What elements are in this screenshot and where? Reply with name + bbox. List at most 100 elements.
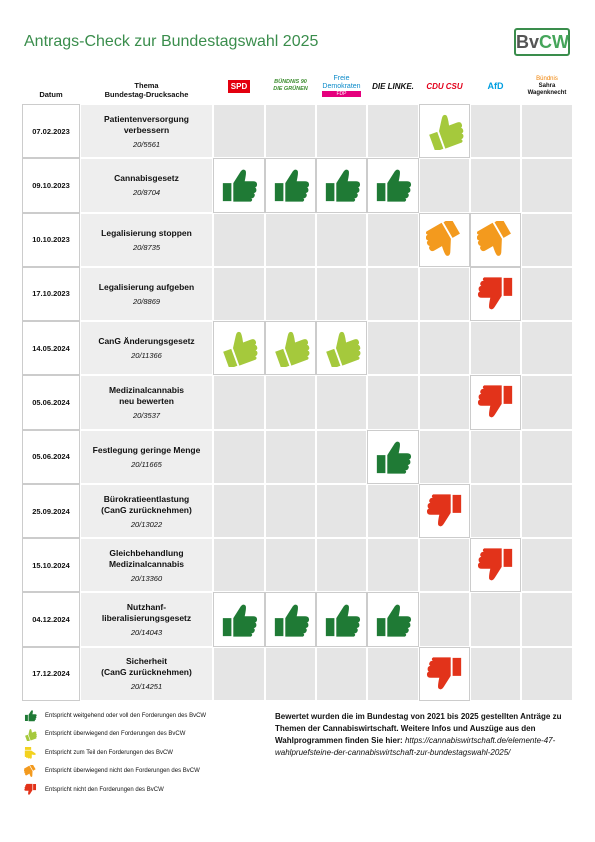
date-cell: 25.09.2024 [22,483,80,539]
rating-cell [265,158,316,213]
date-cell: 17.10.2023 [22,266,80,322]
date-cell: 05.06.2024 [22,375,80,430]
thumb-shape [274,170,309,203]
rating-cell [265,646,316,701]
rating-cell [367,104,419,159]
rating-cell [213,483,265,539]
rating-cell [213,429,265,484]
rating-cell [265,538,316,593]
thumb-shape [476,220,511,256]
thumb-shape [24,710,37,722]
rating-cell [470,104,521,159]
thumb-icon [222,170,258,203]
topic-cell: Gleichbehandlung Medizinalcannabis 20/1336… [80,538,213,593]
rating-cell [265,321,316,376]
note: Bewertet wurden die im Bundestag von 202… [275,711,575,759]
document-number: 20/8704 [132,188,161,198]
topic: Bürokratieentlastung [103,493,190,504]
thumb-icon [325,332,360,368]
rating-cell [316,429,367,484]
rating-cell [367,321,419,376]
rating-cell [265,375,316,430]
thumb-shape [274,604,309,637]
thumb-shape [425,220,460,256]
rating-cell [470,646,521,701]
thumb-icon [376,604,412,637]
date-cell: 10.10.2023 [22,212,80,267]
date: 07.02.2023 [32,126,70,136]
document-number: 20/14251 [130,682,163,692]
rating-cell [521,266,573,322]
thumb-icon [274,170,309,203]
rating-cell [213,158,265,213]
party-cell: CDU CSU [419,68,470,104]
date-cell: 14.05.2024 [22,321,80,376]
thumb-icon [24,746,36,759]
logo-part: CW [539,32,570,52]
rating-cell [367,158,419,213]
rating-cell [213,646,265,701]
topic-cell: Sicherheit (CanG zurücknehmen) 20/14251 [80,646,213,701]
rating-cell [470,483,521,539]
thumb-shape [24,764,36,777]
thumb-icon [274,332,309,368]
document-number: 20/14043 [130,628,163,638]
thumb-icon [376,441,412,474]
rating-cell [521,592,573,647]
legend-text: Entspricht zum Teil den Forderungen des … [45,749,173,756]
rating-cell [213,375,265,430]
rating-cell [265,266,316,322]
rating-cell [316,538,367,593]
rating-cell [213,266,265,322]
rating-cell [419,104,470,159]
date: 14.05.2024 [32,343,70,353]
date: 25.09.2024 [32,506,70,516]
rating-cell [521,104,573,159]
rating-cell [367,592,419,647]
rating-cell [367,375,419,430]
topic: verbessern [123,124,170,135]
rating-cell [521,429,573,484]
thumb-shape [24,783,37,795]
rating-cell [213,538,265,593]
thumb-icon [477,548,512,581]
note-url: https://cannabiswirtschaft.de/elemente-4… [275,736,556,757]
rating-cell [470,375,521,430]
topic-cell: Nutzhanf-liberalisierungsgesetz 20/14043 [80,592,213,647]
rating-cell [316,104,367,159]
party-logo: CDU CSU [426,82,462,90]
rating-cell [213,104,265,159]
rating-cell [316,266,367,322]
legend-item: Entspricht nicht den Forderungen des BvC… [24,783,164,796]
rating-cell [419,592,470,647]
thumb-icon [274,604,309,637]
party-text: AfD [487,80,504,91]
legend-item: Entspricht überwiegend den Forderungen d… [24,728,185,741]
topic: Festlegung geringe Menge [92,444,201,455]
rating-cell [367,483,419,539]
topic-cell: Legalisierung aufgeben 20/8869 [80,266,213,322]
rating-cell [419,646,470,701]
party-text: BÜNDNIS 90 [274,79,307,85]
topic: Nutzhanf- [126,602,167,613]
thumb-icon [425,220,460,256]
thumb-shape [325,332,360,368]
rating-cell [265,429,316,484]
rating-cell [521,646,573,701]
date-cell: 04.12.2024 [22,592,80,647]
rating-cell [521,212,573,267]
thumb-shape [24,746,36,759]
party-cell: Bündnis Sahra Wagenknecht [521,68,573,104]
thumb-icon [477,385,512,418]
header-cell: Thema Bundestag-Drucksache [80,68,213,104]
rating-cell [316,646,367,701]
party-text: Demokraten [322,83,361,90]
rating-cell [419,375,470,430]
thumb-shape [477,277,512,310]
document-number: 20/11665 [131,459,162,469]
party-logo: AfD [487,80,504,91]
rating-cell [367,646,419,701]
topic: Medizinalcannabis [108,558,185,569]
thumb-shape [222,170,258,203]
